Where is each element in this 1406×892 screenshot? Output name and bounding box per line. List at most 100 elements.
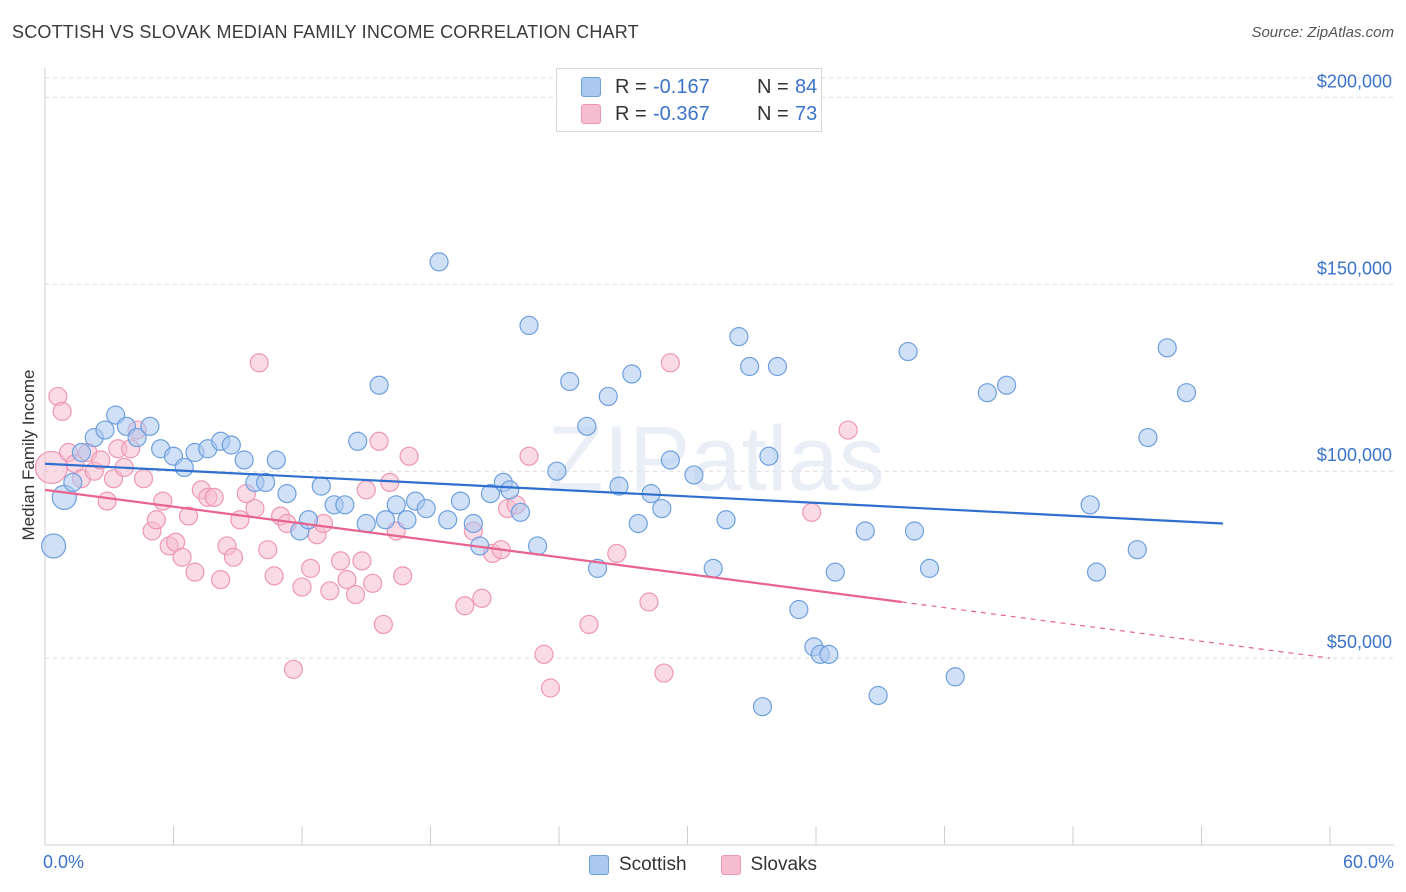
slovaks-point xyxy=(133,469,154,489)
slovaks-point xyxy=(146,510,166,530)
slovaks-swatch xyxy=(581,104,601,124)
scottish-point xyxy=(40,533,67,559)
slovaks-point xyxy=(292,577,312,597)
slovaks-point xyxy=(258,540,278,560)
slovaks-point xyxy=(172,547,192,567)
scottish-point xyxy=(1127,540,1147,560)
scottish-swatch xyxy=(588,855,609,875)
slovaks-swatch xyxy=(720,855,741,875)
scottish-point xyxy=(740,356,760,377)
scottish-point xyxy=(140,416,160,436)
scottish-point xyxy=(819,644,839,664)
scottish-point xyxy=(375,510,396,530)
scottish-point xyxy=(628,513,648,534)
legend-label-scottish: Scottish xyxy=(618,854,687,875)
scottish-point xyxy=(500,480,520,500)
y-tick-label: $200,000 xyxy=(1317,71,1392,91)
scottish-point xyxy=(335,495,355,515)
slovaks-point xyxy=(579,614,599,635)
scottish-point xyxy=(767,356,788,377)
series-legend: Scottish Slovaks xyxy=(0,852,1406,878)
r-label: R = xyxy=(615,75,647,98)
r-value: -0.367 xyxy=(653,102,710,125)
slovaks-point xyxy=(249,353,269,373)
scottish-point xyxy=(652,498,672,519)
scottish-point xyxy=(438,510,458,530)
scottish-point xyxy=(716,510,736,530)
scottish-swatch xyxy=(581,77,601,97)
scottish-point xyxy=(1138,427,1158,448)
scottish-point xyxy=(519,315,539,336)
scottish-point xyxy=(369,375,389,395)
scottish-point xyxy=(660,450,680,470)
axes xyxy=(44,68,1394,846)
slovaks-point xyxy=(363,573,383,593)
slovaks-point xyxy=(264,566,284,586)
scottish-point xyxy=(977,383,997,403)
scottish-point xyxy=(1157,338,1177,358)
scottish-point xyxy=(1086,562,1107,582)
slovaks-point xyxy=(185,562,205,582)
slovaks-point xyxy=(52,401,72,421)
slovaks-point xyxy=(393,566,413,586)
scottish-point xyxy=(904,521,925,541)
scottish-point xyxy=(510,502,531,522)
legend-label-slovaks: Slovaks xyxy=(750,854,818,875)
scottish-point xyxy=(480,484,501,504)
scottish-point xyxy=(71,442,92,463)
slovaks-point xyxy=(345,584,366,605)
legend-row-scottish: R = -0.167 N = 84 xyxy=(581,75,817,99)
scottish-point xyxy=(397,510,417,530)
scottish-point xyxy=(898,341,918,362)
y-tick-label: $150,000 xyxy=(1317,258,1392,278)
slovaks-point xyxy=(352,551,372,571)
scottish-point xyxy=(789,599,809,620)
correlation-legend: R = -0.167 N = 84 R = -0.367 N = 73 xyxy=(556,68,822,132)
legend-row-slovaks: R = -0.367 N = 73 xyxy=(581,102,817,126)
scottish-point xyxy=(609,476,629,496)
watermark: ZIPatlas xyxy=(547,408,884,510)
scottish-point xyxy=(703,558,723,578)
slovaks-point xyxy=(534,644,554,664)
scottish-point xyxy=(416,498,436,519)
scottish-point xyxy=(63,472,83,493)
slovaks-point xyxy=(97,491,117,511)
y-tick-label: $100,000 xyxy=(1317,445,1392,465)
slovaks-point xyxy=(399,446,419,466)
slovaks-point xyxy=(802,502,822,522)
y-tick-labels: $50,000 $100,000 $150,000 $200,000 xyxy=(1317,71,1392,652)
scottish-point xyxy=(266,450,286,470)
scottish-points xyxy=(40,252,1197,717)
scottish-point xyxy=(729,327,749,347)
slovaks-point xyxy=(540,678,561,698)
slovaks-point xyxy=(330,551,351,571)
slovaks-point xyxy=(300,558,321,578)
scottish-point xyxy=(759,446,779,466)
source-label: Source: ZipAtlas.com xyxy=(1251,24,1394,41)
scottish-point xyxy=(174,457,194,478)
slovaks-point xyxy=(320,581,340,601)
scottish-point xyxy=(463,513,483,534)
slovaks-point xyxy=(283,659,304,679)
slovaks-point xyxy=(639,592,659,612)
n-label: N = xyxy=(757,102,789,125)
slovaks-point xyxy=(204,487,224,507)
scottish-point xyxy=(684,465,704,485)
legend-item-scottish[interactable]: Scottish xyxy=(588,852,687,878)
slovaks-point xyxy=(660,353,680,373)
chart-title: SCOTTISH VS SLOVAK MEDIAN FAMILY INCOME … xyxy=(12,22,639,42)
scottish-point xyxy=(1176,383,1197,403)
scottish-point xyxy=(598,386,618,407)
scottish-point xyxy=(356,513,376,534)
scottish-point xyxy=(622,364,642,384)
r-value: -0.167 xyxy=(653,75,710,98)
scottish-point xyxy=(429,252,449,272)
scottish-point xyxy=(577,416,597,436)
legend-item-slovaks[interactable]: Slovaks xyxy=(720,852,818,878)
scottish-point xyxy=(311,476,331,496)
n-value: 84 xyxy=(795,75,818,98)
x-min-label: 0.0% xyxy=(43,852,85,872)
slovaks-point xyxy=(838,420,858,440)
scottish-point xyxy=(221,435,241,455)
